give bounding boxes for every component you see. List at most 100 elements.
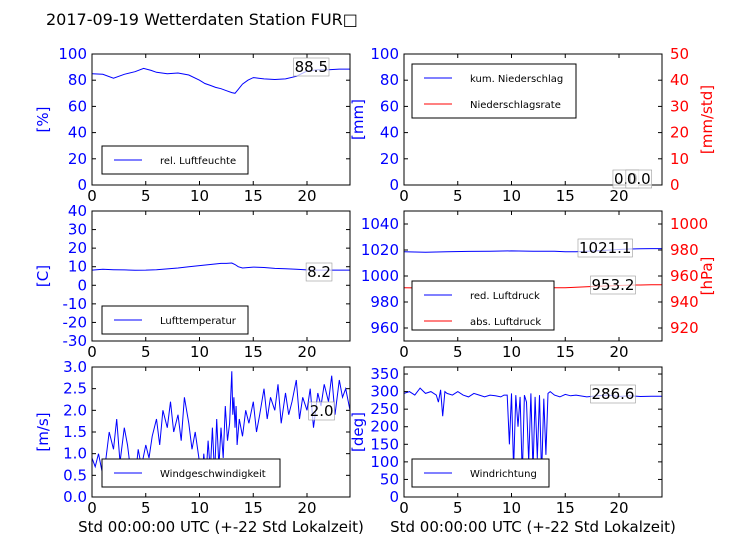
- humidity-x-tick-label: 5: [141, 187, 151, 205]
- precipitation-y-tick-right-label: 10: [670, 150, 689, 168]
- pressure-y-tick-label: 960: [370, 319, 399, 337]
- wind_direction-y-tick-label: 250: [370, 400, 399, 418]
- temperature-x-tick-label: 20: [297, 343, 316, 361]
- precipitation-x-tick-label: 10: [502, 187, 521, 205]
- precipitation-current-value-2-box: [625, 169, 653, 189]
- wind_speed-panel: 0 5 10 15 20 0.0 0.5 1.0 1.5 2.0 2.5 3.0 [m/s] Std 00…: [34, 358, 364, 536]
- humidity-y-tick-label: 20: [68, 150, 87, 168]
- pressure-y-tick-right-label: 920: [670, 319, 699, 337]
- temperature-x-tick-label: 5: [141, 343, 151, 361]
- wind_speed-x-tick-label: 10: [190, 499, 209, 517]
- pressure-legend-box: [411, 280, 555, 331]
- figure-title: 2017-09-19 Wetterdaten Station FUR□: [46, 10, 358, 29]
- wind_speed-y-tick-label: 1.5: [63, 423, 87, 441]
- precipitation-y-tick-label: 100: [370, 45, 399, 63]
- precipitation-panel: 0 5 10 15 20 0 20 40 60 80 100 0 10 20 30 40 50 [mm] [mm/s…: [349, 45, 716, 205]
- temperature-legend-label: Lufttemperatur: [160, 316, 237, 327]
- precipitation-current-value-2: 0.0: [627, 170, 651, 188]
- pressure-current-value: 1021.1: [579, 239, 632, 257]
- humidity-y-tick-label: 60: [68, 97, 87, 115]
- pressure-y-tick-label: 1000: [361, 267, 399, 285]
- wind_speed-y-tick-label: 2.5: [63, 380, 87, 398]
- wind_direction-x-tick-label: 20: [609, 499, 628, 517]
- wind_speed-current-value: 2.0: [310, 402, 334, 420]
- temperature-y-tick-label: 0: [77, 276, 87, 294]
- temperature-axes-frame: [91, 210, 351, 342]
- humidity-axes-frame: [91, 53, 351, 186]
- precipitation-y-tick-label: 60: [380, 97, 399, 115]
- humidity-y-tick-label: 100: [58, 45, 87, 63]
- wind_direction-current-value-box: [590, 384, 636, 404]
- wind_speed-y-tick-label: 0.5: [63, 466, 87, 484]
- humidity-y-axis-label: [%]: [34, 107, 52, 133]
- temperature-panel: 0 5 10 15 20-30-20-10010203040[C]Lufttempera…: [34, 202, 351, 361]
- wind_speed-y-tick-label: 2.0: [63, 401, 87, 419]
- pressure-legend-label: red. Luftdruck: [470, 291, 540, 302]
- wind_speed-y-tick-label: 0.0: [63, 488, 87, 506]
- precipitation-axes-frame: [403, 53, 663, 186]
- wind_direction-y-tick-label: 300: [370, 383, 399, 401]
- precipitation-y-tick-label: 20: [380, 150, 399, 168]
- pressure-y-tick-label: 1040: [361, 215, 399, 233]
- precipitation-legend-box: [411, 63, 577, 119]
- humidity-y-tick-label: 0: [77, 176, 87, 194]
- humidity-x-tick-label: 10: [190, 187, 209, 205]
- temperature-current-value: 8.2: [307, 263, 331, 281]
- temperature-series-line-1: [92, 262, 350, 271]
- temperature-y-tick-label: 20: [68, 239, 87, 257]
- wind_direction-y-tick-label: 50: [380, 470, 399, 488]
- precipitation-y-tick-label: 80: [380, 71, 399, 89]
- temperature-current-value-box: [305, 262, 333, 282]
- wind_direction-y-tick-label: 100: [370, 453, 399, 471]
- temperature-y-axis-label: [C]: [34, 265, 52, 287]
- wind_direction-legend-label: Windrichtung: [470, 469, 537, 480]
- pressure-y-tick-right-label: 980: [670, 241, 699, 259]
- humidity-current-value-box: [293, 57, 330, 77]
- pressure-legend-label: abs. Luftdruck: [470, 317, 541, 328]
- wind_direction-x-tick-label: 15: [556, 499, 575, 517]
- humidity-x-tick-label: 20: [297, 187, 316, 205]
- precipitation-y-axis-right-label: [mm/std]: [698, 85, 716, 154]
- humidity-current-value: 88.5: [295, 58, 328, 76]
- temperature-x-tick-label: 15: [244, 343, 263, 361]
- precipitation-y-tick-label: 0: [389, 176, 399, 194]
- wind_speed-x-axis-label: Std 00:00:00 UTC (+-22 Std Lokalzeit): [78, 518, 364, 536]
- wind_speed-legend-label: Windgeschwindigkeit: [160, 469, 266, 480]
- pressure-y-tick-right-label: 940: [670, 293, 699, 311]
- temperature-y-tick-label: -10: [63, 295, 88, 313]
- precipitation-x-tick-label: 20: [609, 187, 628, 205]
- pressure-y-axis-right-label: [hPa]: [698, 257, 716, 296]
- wind_direction-series-line-1: [404, 387, 662, 476]
- precipitation-legend-label: kum. Niederschlag: [470, 74, 563, 85]
- wind_speed-x-tick-label: 5: [141, 499, 151, 517]
- pressure-x-tick-label: 15: [556, 343, 575, 361]
- wind_speed-y-tick-label: 3.0: [63, 358, 87, 376]
- temperature-y-tick-label: 30: [68, 221, 87, 239]
- precipitation-y-tick-right-label: 50: [670, 45, 689, 63]
- wind_direction-y-tick-label: 350: [370, 365, 399, 383]
- temperature-x-tick-label: 10: [190, 343, 209, 361]
- wind_direction-x-axis-label: Std 00:00:00 UTC (+-22 Std Lokalzeit): [390, 518, 676, 536]
- temperature-y-tick-label: 10: [68, 258, 87, 276]
- pressure-current-value-2-box: [590, 275, 636, 295]
- temperature-y-tick-label: -20: [63, 313, 88, 331]
- pressure-x-tick-label: 0: [399, 343, 409, 361]
- humidity-panel: 0 5 10 15 20 0 20 40 60 80 100 [%] rel. Luftfeuchte 8…: [34, 45, 351, 205]
- wind_speed-y-tick-label: 1.0: [63, 445, 87, 463]
- pressure-y-tick-label: 1020: [361, 241, 399, 259]
- wind_direction-y-tick-label: 200: [370, 418, 399, 436]
- humidity-x-tick-label: 15: [244, 187, 263, 205]
- pressure-y-tick-label: 980: [370, 293, 399, 311]
- precipitation-legend-label: Niederschlagsrate: [470, 100, 561, 111]
- wind_direction-x-tick-label: 0: [399, 499, 409, 517]
- pressure-panel: 0 5 10 15 20 960 980 1000 1020 1040 920 940 960 980 10…: [361, 210, 716, 361]
- pressure-y-tick-right-label: 960: [670, 267, 699, 285]
- precipitation-y-tick-right-label: 40: [670, 71, 689, 89]
- wind_direction-current-value: 286.6: [592, 385, 635, 403]
- pressure-y-tick-right-label: 1000: [670, 215, 708, 233]
- pressure-current-value-2: 953.2: [592, 276, 635, 294]
- humidity-x-tick-label: 0: [87, 187, 97, 205]
- precipitation-x-tick-label: 5: [453, 187, 463, 205]
- precipitation-x-tick-label: 0: [399, 187, 409, 205]
